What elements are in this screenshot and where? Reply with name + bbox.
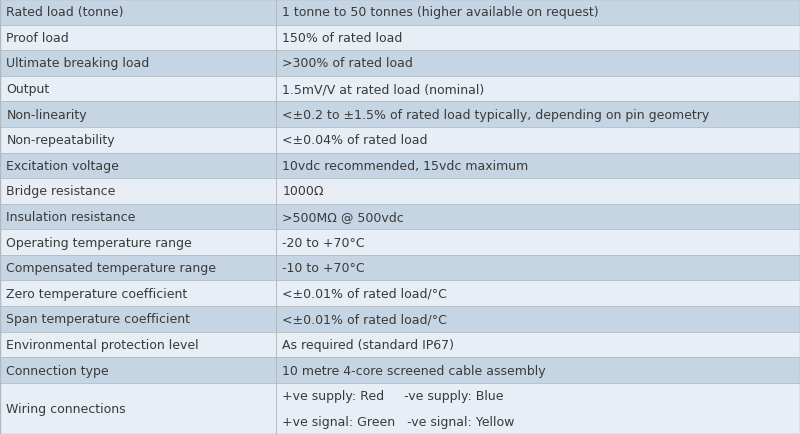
Text: Environmental protection level: Environmental protection level bbox=[6, 338, 199, 351]
Text: 1 tonne to 50 tonnes (higher available on request): 1 tonne to 50 tonnes (higher available o… bbox=[282, 6, 599, 19]
Text: 150% of rated load: 150% of rated load bbox=[282, 32, 402, 45]
Text: 10vdc recommended, 15vdc maximum: 10vdc recommended, 15vdc maximum bbox=[282, 159, 529, 172]
Bar bbox=[276, 179, 800, 204]
Text: Operating temperature range: Operating temperature range bbox=[6, 236, 192, 249]
Bar bbox=[0, 332, 276, 358]
Text: >500MΩ @ 500vdc: >500MΩ @ 500vdc bbox=[282, 210, 404, 224]
Bar bbox=[0, 26, 276, 51]
Bar bbox=[276, 51, 800, 76]
Bar bbox=[0, 383, 276, 434]
Bar bbox=[276, 26, 800, 51]
Bar bbox=[0, 0, 276, 26]
Bar bbox=[276, 383, 800, 434]
Text: Zero temperature coefficient: Zero temperature coefficient bbox=[6, 287, 188, 300]
Text: 1000Ω: 1000Ω bbox=[282, 185, 324, 198]
Bar bbox=[0, 281, 276, 306]
Text: <±0.04% of rated load: <±0.04% of rated load bbox=[282, 134, 428, 147]
Bar bbox=[0, 204, 276, 230]
Text: <±0.2 to ±1.5% of rated load typically, depending on pin geometry: <±0.2 to ±1.5% of rated load typically, … bbox=[282, 108, 710, 122]
Bar bbox=[276, 332, 800, 358]
Text: Excitation voltage: Excitation voltage bbox=[6, 159, 119, 172]
Bar bbox=[0, 358, 276, 383]
Bar bbox=[276, 102, 800, 128]
Bar bbox=[0, 51, 276, 76]
Text: Compensated temperature range: Compensated temperature range bbox=[6, 262, 216, 275]
Text: Bridge resistance: Bridge resistance bbox=[6, 185, 116, 198]
Bar bbox=[276, 255, 800, 281]
Text: >300% of rated load: >300% of rated load bbox=[282, 57, 414, 70]
Bar bbox=[276, 281, 800, 306]
Text: -10 to +70°C: -10 to +70°C bbox=[282, 262, 365, 275]
Bar bbox=[0, 179, 276, 204]
Text: +ve signal: Green   -ve signal: Yellow: +ve signal: Green -ve signal: Yellow bbox=[282, 415, 514, 428]
Text: <±0.01% of rated load/°C: <±0.01% of rated load/°C bbox=[282, 287, 447, 300]
Text: <±0.01% of rated load/°C: <±0.01% of rated load/°C bbox=[282, 312, 447, 326]
Bar bbox=[0, 153, 276, 179]
Bar bbox=[276, 204, 800, 230]
Text: Insulation resistance: Insulation resistance bbox=[6, 210, 136, 224]
Text: As required (standard IP67): As required (standard IP67) bbox=[282, 338, 454, 351]
Bar bbox=[0, 255, 276, 281]
Text: Output: Output bbox=[6, 83, 50, 96]
Bar bbox=[276, 128, 800, 153]
Bar bbox=[276, 76, 800, 102]
Bar bbox=[0, 102, 276, 128]
Bar bbox=[276, 153, 800, 179]
Bar bbox=[0, 230, 276, 255]
Bar bbox=[276, 306, 800, 332]
Text: 1.5mV/V at rated load (nominal): 1.5mV/V at rated load (nominal) bbox=[282, 83, 485, 96]
Text: -20 to +70°C: -20 to +70°C bbox=[282, 236, 365, 249]
Bar bbox=[0, 128, 276, 153]
Text: Wiring connections: Wiring connections bbox=[6, 402, 126, 415]
Bar bbox=[276, 0, 800, 26]
Text: Non-linearity: Non-linearity bbox=[6, 108, 87, 122]
Bar bbox=[276, 230, 800, 255]
Bar bbox=[276, 358, 800, 383]
Text: +ve supply: Red     -ve supply: Blue: +ve supply: Red -ve supply: Blue bbox=[282, 389, 504, 402]
Text: Ultimate breaking load: Ultimate breaking load bbox=[6, 57, 150, 70]
Text: Non-repeatability: Non-repeatability bbox=[6, 134, 115, 147]
Text: Connection type: Connection type bbox=[6, 364, 109, 377]
Text: 10 metre 4-core screened cable assembly: 10 metre 4-core screened cable assembly bbox=[282, 364, 546, 377]
Text: Rated load (tonne): Rated load (tonne) bbox=[6, 6, 124, 19]
Text: Span temperature coefficient: Span temperature coefficient bbox=[6, 312, 190, 326]
Bar bbox=[0, 306, 276, 332]
Bar bbox=[0, 76, 276, 102]
Text: Proof load: Proof load bbox=[6, 32, 69, 45]
